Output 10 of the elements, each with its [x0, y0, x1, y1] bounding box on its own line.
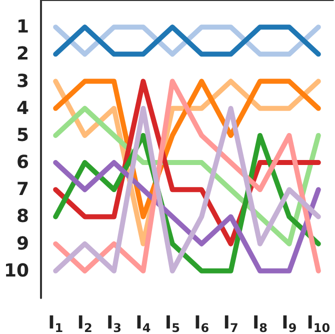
y-tick-label: 5: [16, 124, 29, 146]
y-tick-label: 2: [16, 44, 29, 65]
y-tick-label: 1: [16, 16, 29, 38]
y-tick-label: 8: [16, 206, 29, 228]
y-tick-label: 9: [16, 233, 29, 254]
y-tick-label: 6: [16, 152, 29, 174]
y-tick-label: 3: [16, 70, 29, 92]
y-tick-label: 7: [16, 179, 29, 200]
y-tick-label: 10: [4, 260, 29, 282]
y-tick-label: 4: [16, 98, 29, 119]
